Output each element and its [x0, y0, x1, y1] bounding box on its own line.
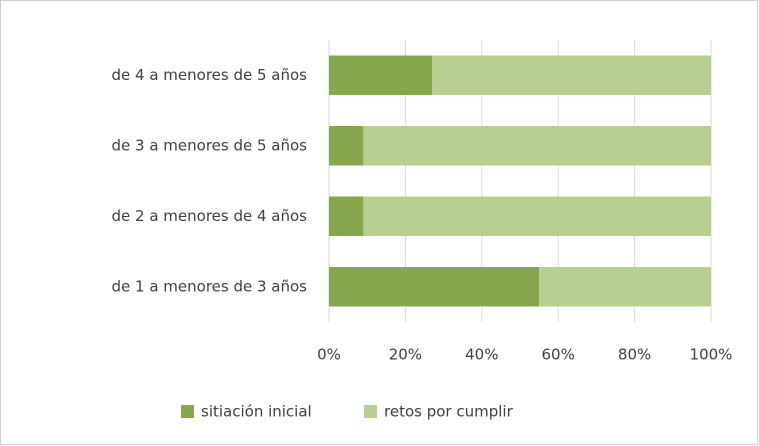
- legend-swatch: [181, 405, 194, 418]
- x-tick-label: 60%: [542, 346, 575, 364]
- y-tick-label: de 2 a menores de 4 años: [112, 207, 308, 225]
- bar-segment: [363, 126, 711, 166]
- x-tick-label: 40%: [465, 346, 498, 364]
- legend-swatch: [364, 405, 377, 418]
- legend-label: retos por cumplir: [384, 403, 514, 421]
- y-tick-label: de 3 a menores de 5 años: [112, 136, 308, 154]
- legend-label: sitiación inicial: [201, 403, 312, 421]
- bar-segment: [432, 55, 711, 95]
- bar-segment: [329, 126, 364, 166]
- x-tick-label: 0%: [317, 346, 341, 364]
- bar-segment: [539, 267, 711, 307]
- y-tick-label: de 1 a menores de 3 años: [112, 277, 308, 295]
- x-tick-label: 80%: [618, 346, 651, 364]
- y-tick-label: de 4 a menores de 5 años: [112, 66, 308, 84]
- bar-segment: [329, 196, 364, 236]
- x-tick-label: 20%: [389, 346, 422, 364]
- bar-segment: [329, 55, 433, 95]
- bar-segment: [329, 267, 540, 307]
- x-tick-label: 100%: [690, 346, 733, 364]
- bar-segment: [363, 196, 711, 236]
